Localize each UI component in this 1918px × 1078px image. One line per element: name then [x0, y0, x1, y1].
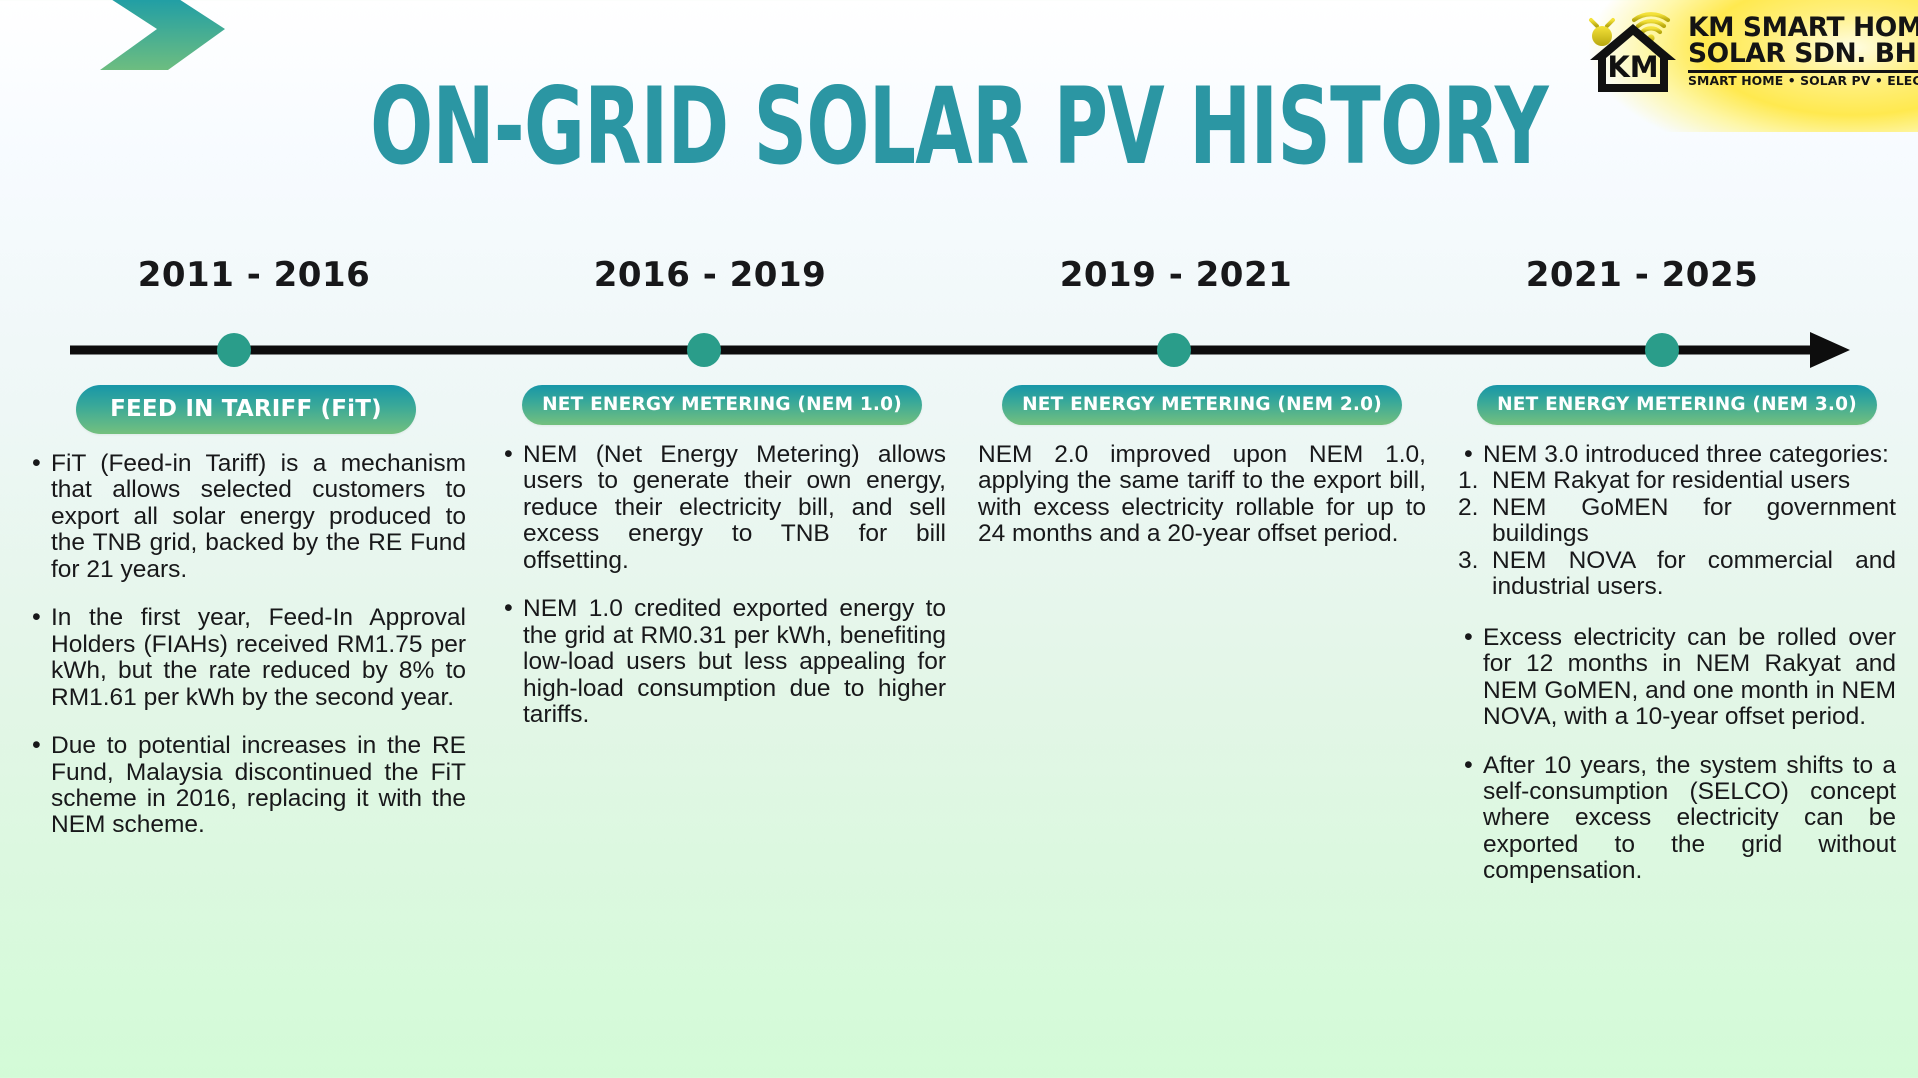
list-item: After 10 years, the system shifts to a s… [1458, 752, 1896, 885]
list-item: NEM NOVA for commercial and industrial u… [1458, 546, 1896, 601]
era-label-3: 2019 - 2021 [1059, 255, 1293, 295]
chevron-right-icon [100, 0, 225, 70]
list-item: In the first year, Feed-In Approval Hold… [26, 604, 466, 711]
km-house-sun-wifi-logo-icon: KM [1588, 10, 1676, 92]
list-item: FiT (Feed-in Tariff) is a mechanism that… [26, 450, 466, 583]
paragraph-block-3: NEM 2.0 improved upon NEM 1.0, applying … [978, 441, 1426, 548]
list-item: NEM 3.0 introduced three categories: [1458, 441, 1896, 468]
era-label-1: 2011 - 2016 [137, 255, 371, 295]
column-2016-2019: NET ENERGY METERING (NEM 1.0) NEM (Net E… [480, 385, 960, 885]
column-2019-2021: NET ENERGY METERING (NEM 2.0) NEM 2.0 im… [960, 385, 1440, 885]
logo-tagline: SMART HOME • SOLAR PV • ELECTRICAL [1688, 72, 1918, 88]
logo-line-2: SOLAR SDN. BHD. [1688, 38, 1918, 70]
timeline-dot-1 [217, 333, 251, 367]
badge-nem-1: NET ENERGY METERING (NEM 1.0) [522, 385, 922, 425]
spacer [1458, 601, 1896, 625]
list-item: NEM GoMEN for government buildings [1458, 493, 1896, 548]
badge-nem-3: NET ENERGY METERING (NEM 3.0) [1477, 385, 1877, 425]
bullet-list-4: Excess electricity can be rolled over fo… [1458, 624, 1896, 885]
timeline-dot-2 [687, 333, 721, 367]
content-columns: FEED IN TARIFF (FiT) FiT (Feed-in Tariff… [0, 385, 1918, 885]
badge-feed-in-tariff: FEED IN TARIFF (FiT) [76, 385, 416, 434]
company-logo: KM KM SMART HOME SOLAR SDN. BHD. SMART H… [1578, 2, 1918, 110]
badge-nem-2: NET ENERGY METERING (NEM 2.0) [1002, 385, 1402, 425]
timeline-dot-4 [1645, 333, 1679, 367]
content-block-4: NEM 3.0 introduced three categories: NEM… [1458, 441, 1896, 885]
bullet-list-2: NEM (Net Energy Metering) allows users t… [498, 441, 946, 729]
column-2021-2025: NET ENERGY METERING (NEM 3.0) NEM 3.0 in… [1440, 385, 1918, 885]
timeline-axis [70, 332, 1850, 368]
bullet-list-1: FiT (Feed-in Tariff) is a mechanism that… [26, 450, 466, 839]
logo-line-1: KM SMART HOME [1688, 12, 1918, 44]
bullet-list-4-lead: NEM 3.0 introduced three categories: [1458, 441, 1896, 468]
list-item: Excess electricity can be rolled over fo… [1458, 624, 1896, 731]
page-title: ON-GRID SOLAR PV HISTORY [370, 65, 1548, 188]
list-item: NEM Rakyat for residential users [1458, 467, 1851, 495]
arrow-right-icon [1810, 332, 1850, 368]
paragraph: NEM 2.0 improved upon NEM 1.0, applying … [978, 441, 1426, 548]
logo-divider [1688, 70, 1918, 73]
list-item: NEM 1.0 credited exported energy to the … [498, 595, 946, 728]
svg-text:KM: KM [1607, 50, 1658, 84]
timeline: 2011 - 2016 2016 - 2019 2019 - 2021 2021… [0, 255, 1918, 325]
list-item: NEM (Net Energy Metering) allows users t… [498, 441, 946, 574]
numbered-list-4: NEM Rakyat for residential users NEM GoM… [1458, 467, 1896, 601]
era-label-4: 2021 - 2025 [1525, 255, 1759, 295]
list-item: Due to potential increases in the RE Fun… [26, 732, 466, 839]
timeline-dot-3 [1157, 333, 1191, 367]
era-label-2: 2016 - 2019 [593, 255, 827, 295]
column-2011-2016: FEED IN TARIFF (FiT) FiT (Feed-in Tariff… [0, 385, 480, 885]
